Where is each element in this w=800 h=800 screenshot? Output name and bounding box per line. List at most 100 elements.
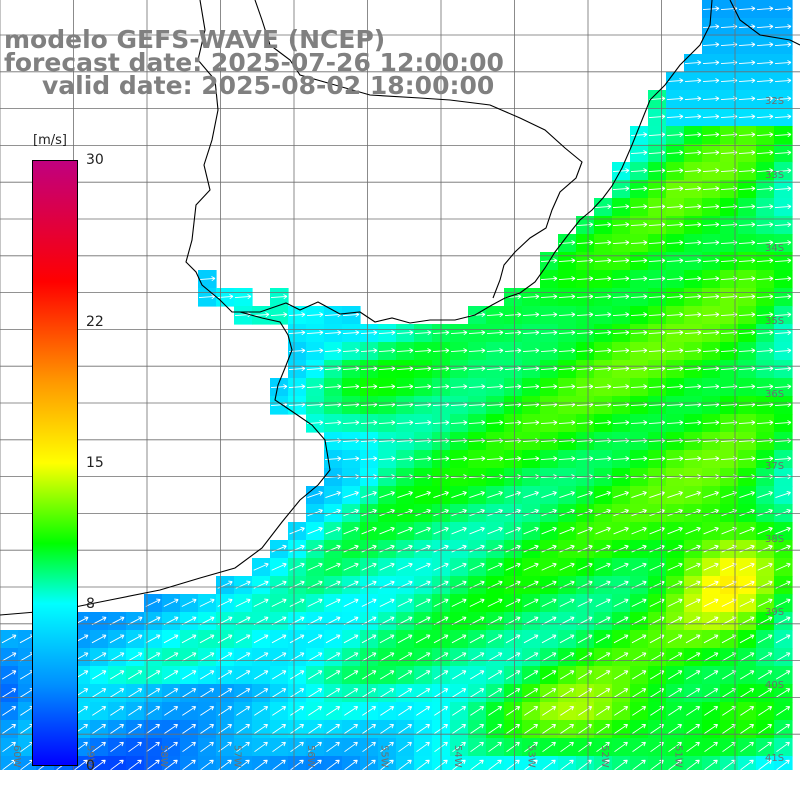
wind-arrow [505,670,521,680]
wind-arrow [270,312,288,318]
wind-arrow [325,562,341,571]
wind-arrow [397,526,413,535]
wind-arrow [648,168,666,174]
wind-arrow [343,544,359,553]
wind-arrow [596,741,610,753]
wind-arrow [632,724,646,734]
wind-arrow [738,258,756,264]
wind-arrow [342,348,360,354]
wind-arrow [379,598,395,607]
wind-arrow [666,420,684,426]
wind-arrow [486,420,504,426]
wind-arrow [648,348,666,354]
wind-arrow [288,366,306,372]
wind-arrow [342,456,360,462]
wind-arrow [576,330,594,336]
wind-arrow [379,652,395,662]
wind-arrow [648,384,666,390]
wind-arrow [738,312,756,318]
wind-arrow [702,132,720,138]
wind-arrow [702,330,720,336]
wind-arrow [468,366,486,372]
wind-arrow [739,652,755,662]
wind-arrow [344,724,358,734]
wind-arrow [774,330,792,336]
wind-arrow [648,420,666,426]
wind-arrow [576,240,594,246]
wind-arrow [740,724,754,734]
wind-arrow [414,330,432,336]
wind-arrow [739,544,755,553]
wind-arrow [289,544,305,553]
wind-arrow [452,741,466,753]
wind-arrow [631,670,647,680]
wind-arrow [667,562,683,571]
wind-arrow [540,276,558,282]
wind-arrow [631,491,647,499]
wind-arrow [774,366,792,372]
wind-arrow [738,96,756,102]
wind-arrow [470,759,484,771]
wind-arrow [236,741,250,753]
wind-cell [342,756,361,770]
wind-arrow [738,42,756,48]
wind-arrow [558,330,576,336]
wind-arrow [666,348,684,354]
wind-arrow [774,222,792,228]
wind-arrow [181,598,197,607]
wind-arrow [757,688,773,698]
wind-arrow [325,688,341,698]
wind-arrow [199,634,215,644]
wind-arrow [414,420,432,426]
wind-arrow [488,759,502,771]
wind-arrow [774,132,792,138]
wind-arrow [415,491,431,499]
wind-arrow [559,526,575,535]
wind-arrow [560,706,575,716]
wind-arrow [594,384,612,390]
wind-arrow [630,330,648,336]
wind-arrow [306,348,324,354]
wind-arrow [756,132,774,138]
wind-arrow [522,456,540,462]
wind-arrow [702,276,720,282]
wind-arrow [774,420,792,426]
wind-arrow [74,759,88,771]
wind-arrow [91,634,107,644]
wind-arrow [774,168,792,174]
wind-arrow [450,330,468,336]
wind-arrow [685,544,701,553]
wind-arrow [344,706,359,716]
wind-arrow [648,132,666,138]
wind-arrow [252,312,270,318]
wind-arrow [1,688,17,698]
wind-arrow [558,384,576,390]
wind-arrow [738,60,756,66]
wind-arrow [577,688,593,698]
wind-arrow [757,562,773,571]
wind-arrow [757,598,773,607]
wind-arrow [289,634,305,644]
wind-arrow [612,222,630,228]
colorbar: [m/s] 30 22 15 8 0 [0,128,110,778]
wind-arrow [738,204,756,210]
wind-arrow [164,706,179,716]
wind-arrow [702,384,720,390]
wind-arrow [756,96,774,102]
wind-cell [162,756,181,770]
wind-arrow [326,706,341,716]
wind-arrow [612,276,630,282]
wind-arrow [558,420,576,426]
wind-arrow [558,312,576,318]
colorbar-tick-8: 8 [86,596,95,613]
wind-arrow [648,312,666,318]
wind-arrow [613,634,629,644]
wind-arrow [396,420,414,426]
wind-arrow [360,366,378,372]
wind-arrow [522,420,540,426]
wind-arrow [775,670,791,680]
wind-arrow [560,724,574,734]
wind-arrow [666,456,684,462]
wind-arrow [289,562,305,571]
wind-arrow [739,598,755,607]
